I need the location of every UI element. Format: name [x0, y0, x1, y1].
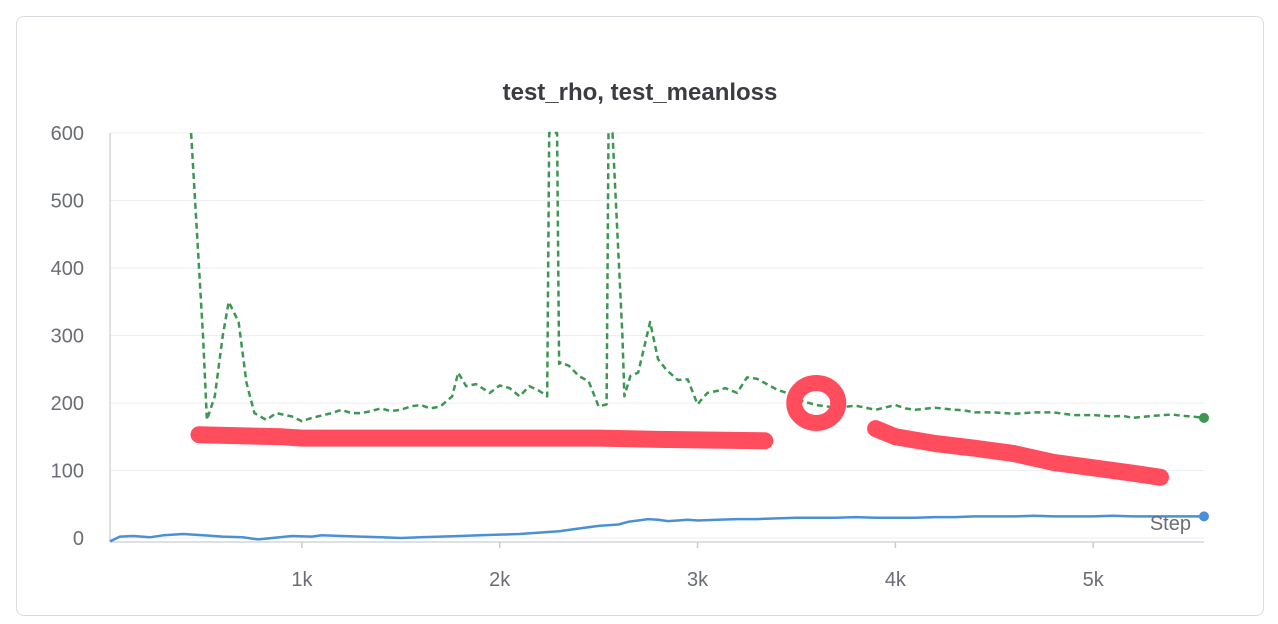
x-tick-label: 3k — [687, 569, 709, 591]
x-tick-label: 1k — [291, 569, 313, 591]
series-line-1 — [189, 131, 1205, 423]
series — [109, 131, 1209, 543]
y-tick-label: 100 — [51, 461, 84, 483]
annotations — [190, 375, 1169, 486]
x-tick-label: 5k — [1083, 569, 1105, 591]
axes: 0 100 200 300 400 500 600 1k 2k 3k 4k 5k — [51, 123, 1204, 591]
x-tick-label: 4k — [885, 569, 907, 591]
x-axis-label: Step — [1150, 513, 1191, 535]
y-tick-label: 200 — [51, 393, 84, 415]
annotation-stroke-2 — [867, 420, 1169, 486]
annotation-stroke-0 — [190, 426, 774, 450]
series-end-marker-0 — [1199, 511, 1209, 522]
y-tick-label: 600 — [51, 123, 84, 145]
series-line-0 — [109, 514, 1204, 543]
x-tick-label: 2k — [489, 569, 511, 591]
grid — [110, 132, 1204, 539]
annotation-circle-1 — [786, 375, 847, 431]
y-tick-label: 500 — [51, 191, 84, 213]
y-tick-label: 400 — [51, 258, 84, 280]
chart-title: test_rho, test_meanloss — [503, 79, 778, 106]
series-end-marker-1 — [1199, 412, 1209, 423]
y-tick-label: 300 — [51, 326, 84, 348]
y-tick-label: 0 — [73, 528, 84, 550]
